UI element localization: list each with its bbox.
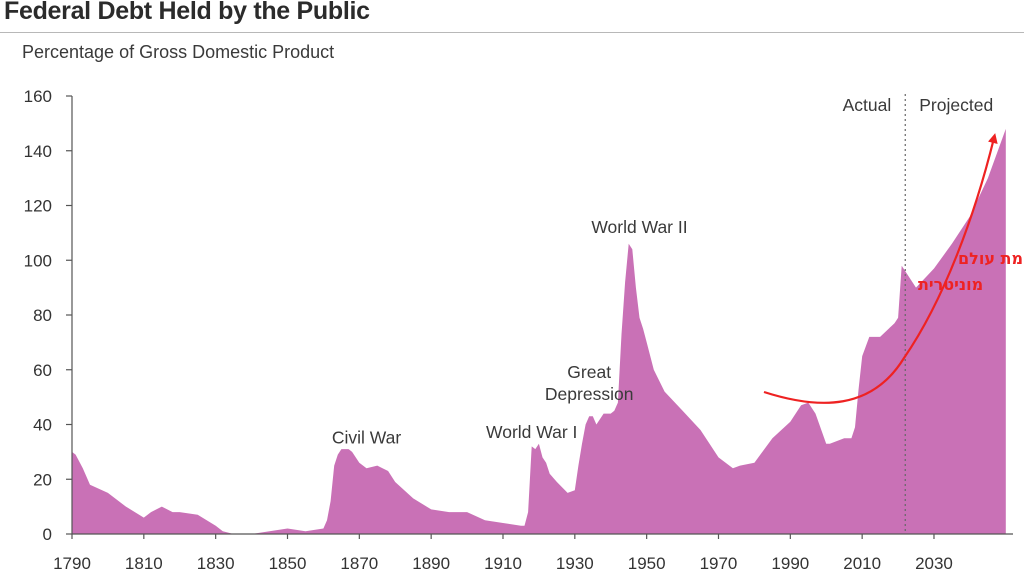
period-annotation: World War II bbox=[591, 217, 687, 237]
y-tick-label: 20 bbox=[33, 470, 52, 489]
y-tick-label: 80 bbox=[33, 306, 52, 325]
y-tick-label: 160 bbox=[24, 87, 52, 106]
y-tick-label: 120 bbox=[24, 197, 52, 216]
x-tick-label: 1890 bbox=[412, 554, 450, 573]
period-annotation: World War I bbox=[486, 422, 577, 442]
x-tick-label: 2010 bbox=[843, 554, 881, 573]
x-tick-label: 1910 bbox=[484, 554, 522, 573]
period-annotation: Civil War bbox=[332, 428, 402, 448]
x-tick-label: 1830 bbox=[197, 554, 235, 573]
projected-label: Projected bbox=[919, 95, 993, 115]
red-arrow-overlay bbox=[763, 133, 998, 404]
x-tick-label: 1850 bbox=[269, 554, 307, 573]
x-tick-label: 1790 bbox=[53, 554, 91, 573]
x-tick-label: 1810 bbox=[125, 554, 163, 573]
x-tick-label: 2030 bbox=[915, 554, 953, 573]
x-tick-label: 1930 bbox=[556, 554, 594, 573]
chart-title: Federal Debt Held by the Public bbox=[4, 0, 370, 25]
y-tick-label: 60 bbox=[33, 361, 52, 380]
period-annotation: Great bbox=[567, 362, 611, 382]
debt-area-series bbox=[72, 128, 1006, 534]
overlay-note-line: מוניטרית bbox=[918, 275, 983, 294]
chart-subtitle: Percentage of Gross Domestic Product bbox=[22, 42, 335, 62]
overlay-note-line: עידן מלחמת עולם bbox=[958, 249, 1024, 268]
period-annotation: Depression bbox=[545, 384, 634, 404]
y-tick-label: 100 bbox=[24, 251, 52, 270]
x-tick-label: 1990 bbox=[771, 554, 809, 573]
y-tick-label: 140 bbox=[24, 142, 52, 161]
actual-label: Actual bbox=[843, 95, 892, 115]
x-tick-label: 1950 bbox=[628, 554, 666, 573]
x-tick-label: 1970 bbox=[700, 554, 738, 573]
y-tick-label: 40 bbox=[33, 416, 52, 435]
y-tick-label: 0 bbox=[43, 525, 52, 544]
title-divider bbox=[0, 32, 1024, 33]
x-tick-label: 1870 bbox=[340, 554, 378, 573]
